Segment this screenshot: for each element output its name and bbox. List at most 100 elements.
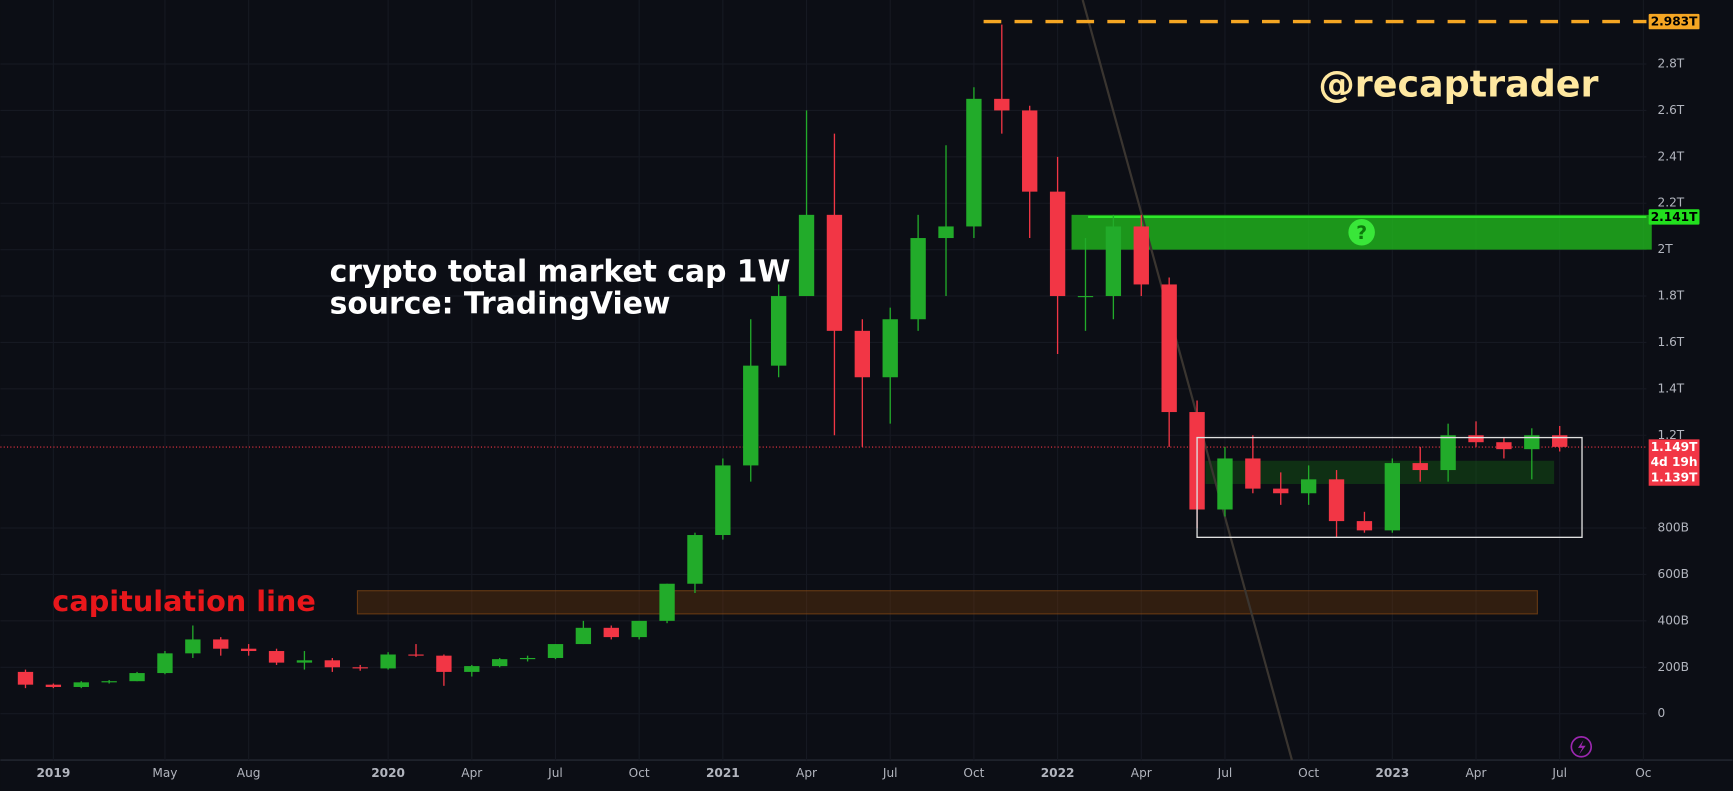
candle-body: [129, 673, 145, 682]
y-tick-label: 2.6T: [1658, 103, 1685, 117]
candle-body: [715, 465, 731, 536]
question-mark: ?: [1356, 223, 1367, 244]
candle-body: [1077, 296, 1094, 298]
candle-body: [659, 583, 675, 621]
candle-body: [1496, 442, 1512, 450]
candle-body: [73, 682, 89, 687]
candle-body: [380, 654, 396, 669]
question-badge: [1348, 218, 1375, 246]
previous-close-tag: 1.139T: [1651, 471, 1698, 485]
candle-body: [213, 639, 229, 649]
candle-body: [743, 365, 759, 466]
price-tag-bg: [1648, 439, 1700, 486]
trend-line: [1081, 0, 1293, 761]
y-tick-label: 2.8T: [1658, 57, 1685, 71]
x-tick-label: 2020: [371, 766, 405, 780]
candle-body: [1049, 191, 1066, 297]
x-tick-label: Apr: [461, 766, 482, 780]
resistance-tag: 2.141T: [1651, 210, 1698, 224]
candle-body: [17, 671, 34, 685]
inner-zone: [1205, 460, 1555, 484]
x-tick-label: Oct: [629, 766, 650, 780]
candle-body: [575, 627, 592, 645]
candle-body: [464, 666, 480, 672]
alert-icon-bolt: [1577, 740, 1586, 755]
candle-body: [324, 660, 340, 668]
candle-body: [1022, 110, 1038, 192]
x-tick-label: Apr: [1131, 766, 1152, 780]
candle-body: [1356, 521, 1373, 531]
candle-body: [1552, 435, 1568, 447]
candle-body: [966, 98, 982, 227]
candle-body: [1217, 458, 1233, 510]
x-tick-label: 2022: [1041, 766, 1075, 780]
y-tick-label: 800B: [1658, 521, 1690, 535]
y-tick-label: 2.4T: [1658, 149, 1685, 163]
y-tick-label: 2.2T: [1658, 196, 1685, 210]
x-tick-label: Apr: [1466, 766, 1487, 780]
x-tick-label: Oct: [963, 766, 984, 780]
y-tick-label: 1.6T: [1658, 335, 1685, 349]
x-tick-label: 2023: [1375, 766, 1409, 780]
candle-body: [1273, 488, 1289, 494]
x-tick-label: 2021: [706, 766, 740, 780]
top-level-tag-bg: [1648, 13, 1700, 30]
candle-body: [1468, 435, 1484, 443]
candle-body: [631, 620, 647, 638]
range-box: [1196, 436, 1583, 538]
candle-body: [798, 214, 815, 297]
candle-body: [352, 667, 368, 669]
candle-body: [547, 644, 564, 658]
candle-body: [492, 659, 508, 667]
candle-body: [157, 653, 173, 674]
candle-body: [1524, 435, 1540, 450]
candle-body: [687, 535, 703, 584]
y-tick-label: 0: [1658, 706, 1666, 720]
candle-body: [1105, 226, 1122, 297]
chart-title: crypto total market cap 1W: [330, 254, 791, 289]
x-tick-label: Jul: [547, 766, 563, 780]
candle-body: [1133, 226, 1149, 285]
y-tick-label: 1.8T: [1658, 289, 1685, 303]
candle-body: [101, 681, 117, 683]
price-tag: 1.149T: [1651, 440, 1698, 454]
candle-body: [994, 98, 1010, 111]
candle-body: [185, 639, 201, 654]
top-level-tag: 2.983T: [1651, 15, 1698, 29]
candle-body: [436, 655, 452, 672]
y-tick-label: 400B: [1658, 613, 1690, 627]
candle-body: [1161, 284, 1177, 413]
candle-body: [1440, 435, 1456, 471]
x-tick-label: Jul: [1217, 766, 1233, 780]
watermark: @recaptrader: [1318, 63, 1598, 106]
chart-subtitle: source: TradingView: [330, 286, 671, 321]
x-tick-label: Apr: [796, 766, 817, 780]
x-tick-label: 2019: [36, 766, 70, 780]
candle-body: [826, 214, 843, 331]
candle-body: [519, 657, 536, 660]
x-tick-label: Jul: [1551, 766, 1567, 780]
countdown: 4d 19h: [1651, 455, 1698, 469]
x-tick-label: Aug: [237, 766, 261, 780]
candle-body: [854, 330, 870, 378]
y-tick-label: 200B: [1658, 660, 1690, 674]
candle-body: [1328, 479, 1345, 522]
candle-body: [910, 238, 926, 320]
candle-body: [1412, 463, 1428, 471]
candle-body: [240, 648, 257, 652]
candle-body: [938, 226, 954, 239]
candle-body: [1384, 463, 1401, 531]
y-tick-label: 1.2T: [1658, 428, 1685, 442]
x-tick-label: Oct: [1298, 766, 1319, 780]
capitulation-zone: [356, 590, 1538, 615]
candle-body: [882, 319, 898, 378]
candle-body: [296, 660, 313, 663]
y-tick-label: 1.4T: [1658, 381, 1685, 395]
capitulation-label: capitulation line: [52, 584, 316, 618]
alert-icon[interactable]: [1570, 736, 1593, 758]
candle-body: [408, 654, 424, 656]
x-tick-label: Jul: [882, 766, 898, 780]
x-tick-label: Oc: [1635, 766, 1651, 780]
